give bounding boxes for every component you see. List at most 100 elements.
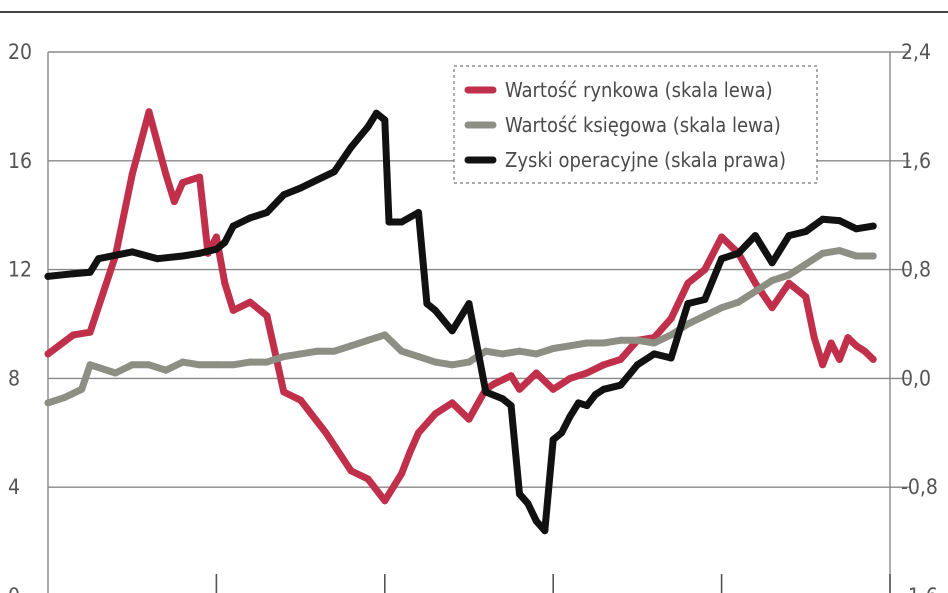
series-2-point-11 <box>246 214 254 222</box>
series-1-point-2 <box>78 385 86 393</box>
series-2-point-34 <box>541 527 549 535</box>
series-1-point-18 <box>330 347 338 355</box>
series-0-point-46 <box>751 279 759 287</box>
series-1-point-45 <box>785 271 793 279</box>
series-1-point-32 <box>566 342 574 350</box>
series-0-point-27 <box>448 399 456 407</box>
series-0-point-28 <box>465 415 473 423</box>
series-1-point-23 <box>415 353 422 361</box>
series-2-point-26 <box>448 327 456 335</box>
series-0-point-57 <box>869 355 877 363</box>
series-2-point-48 <box>718 255 726 263</box>
y-right-tick-label-5: -1,6 <box>901 584 938 593</box>
series-0-point-8 <box>179 179 187 187</box>
series-0-point-19 <box>322 429 330 437</box>
legend: Wartość rynkowa (skala lewa) Wartość księ… <box>453 65 818 184</box>
series-2-point-33 <box>532 517 540 525</box>
series-2-point-9 <box>221 238 229 246</box>
series-1-point-11 <box>212 361 220 369</box>
series-2-point-37 <box>566 413 574 420</box>
series-2-point-43 <box>633 361 641 369</box>
y-left-tick-label-2: 12 <box>8 258 32 282</box>
series-0-point-10 <box>196 173 204 181</box>
series-1-point-37 <box>650 339 658 347</box>
series-0-point-6 <box>162 170 170 178</box>
series-1-point-16 <box>297 350 305 358</box>
series-1-point-33 <box>583 339 591 347</box>
y-left-tick-label-5: 0 <box>8 584 20 593</box>
series-0-point-49 <box>802 293 810 301</box>
series-0-point-32 <box>516 385 523 393</box>
series-2-point-19 <box>372 109 380 117</box>
series-1-point-25 <box>448 361 456 369</box>
series-0-point-43 <box>701 266 709 274</box>
series-1-point-35 <box>617 336 625 344</box>
series-2-point-22 <box>398 218 406 226</box>
series-1-point-48 <box>836 247 843 255</box>
series-1-point-13 <box>246 358 254 366</box>
series-0-point-31 <box>507 372 515 380</box>
series-2-point-27 <box>465 300 473 308</box>
series-1-point-36 <box>633 336 641 344</box>
series-2-point-40 <box>591 391 599 399</box>
series-0-point-35 <box>566 374 574 382</box>
series-0-point-24 <box>406 448 414 456</box>
series-2-point-17 <box>347 143 355 151</box>
series-2-point-10 <box>229 222 237 230</box>
series-2-point-24 <box>423 300 431 308</box>
series-1-point-9 <box>179 358 187 366</box>
series-1-point-42 <box>734 298 742 306</box>
series-line-2 <box>44 109 877 535</box>
series-1-point-15 <box>280 353 288 361</box>
series-line-0 <box>44 108 877 505</box>
series-2-point-45 <box>667 354 675 362</box>
series-2-point-21 <box>385 218 393 226</box>
y-right-tick-label-0: 2,4 <box>901 40 931 64</box>
series-0-point-33 <box>532 369 540 377</box>
y-axis-left: 20 16 12 8 4 0 <box>8 40 32 593</box>
y-left-tick-label-1: 16 <box>8 149 32 173</box>
series-0-point-37 <box>600 361 608 369</box>
series-1-point-7 <box>145 361 153 369</box>
series-2-point-38 <box>575 399 582 407</box>
series-1-point-31 <box>549 345 557 352</box>
series-2-point-18 <box>364 123 372 131</box>
series-0-point-23 <box>398 470 406 478</box>
series-2-point-29 <box>499 395 507 403</box>
series-0-point-30 <box>490 380 498 388</box>
series-1-point-27 <box>482 347 490 355</box>
series-1-point-50 <box>869 252 877 260</box>
x-axis-ticks <box>215 574 891 593</box>
series-1-point-46 <box>802 260 810 268</box>
y-axis-right: 2,4 1,6 0,8 0,0 -0,8 -1,6 <box>901 40 938 593</box>
series-2-point-7 <box>196 249 204 257</box>
series-1-point-44 <box>768 277 776 284</box>
series-2-point-36 <box>558 429 566 437</box>
series-0-point-21 <box>364 475 372 483</box>
series-0-point-42 <box>684 279 692 287</box>
series-2-point-50 <box>751 232 759 240</box>
series-0-point-54 <box>844 334 852 342</box>
series-2-point-47 <box>701 296 709 303</box>
series-2-point-25 <box>431 306 439 314</box>
series-2-point-55 <box>836 217 843 225</box>
series-1-point-40 <box>701 312 709 320</box>
series-2-point-14 <box>297 184 305 192</box>
series-2-point-32 <box>524 500 532 507</box>
series-2-point-53 <box>802 228 810 235</box>
series-2-point-54 <box>819 215 827 223</box>
series-2-point-39 <box>583 402 591 410</box>
series-0-point-48 <box>785 279 793 287</box>
series-2-point-16 <box>330 168 338 176</box>
series-0-point-7 <box>170 198 178 206</box>
series-1-point-21 <box>381 331 389 339</box>
series-1-point-17 <box>313 347 321 355</box>
series-1-point-26 <box>465 358 473 366</box>
series-0-point-38 <box>617 355 625 363</box>
series-0-point-4 <box>128 170 136 178</box>
series-0-point-16 <box>263 312 271 320</box>
series-2-point-8 <box>212 245 220 253</box>
series-1-point-10 <box>196 361 204 369</box>
series-2-point-41 <box>600 385 608 393</box>
